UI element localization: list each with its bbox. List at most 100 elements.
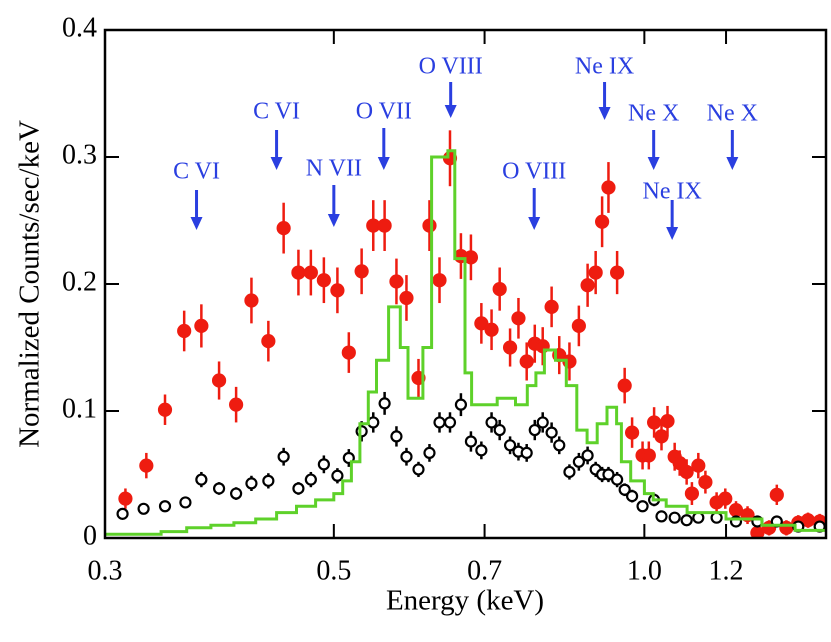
y-tick-label: 0.3 [62,139,97,170]
data-point [331,469,344,482]
data-point [617,378,632,393]
data-point [330,283,345,298]
line-arrow-head [377,157,390,170]
y-tick-label: 0.2 [62,266,97,297]
data-point [262,474,275,487]
x-tick-label: 0.5 [316,555,351,586]
data-point [647,415,662,430]
data-point [389,274,404,289]
line-label: O VII [356,99,412,125]
data-point [610,265,625,280]
data-point [291,265,306,280]
data-point [511,311,526,326]
data-point [432,273,447,288]
data-point [581,449,594,462]
data-point [660,414,675,429]
data-point [698,475,713,490]
data-point [691,458,706,473]
data-point [463,250,479,265]
data-point [158,500,172,513]
data-point [536,416,549,429]
data-point [655,510,668,523]
line-arrow-head [444,105,457,118]
data-point [292,482,305,495]
data-point [212,482,226,495]
line-label: Ne X [628,101,679,127]
data-point [211,373,227,388]
x-axis-label: Energy (keV) [386,585,544,617]
data-point [601,180,616,195]
data-point [177,323,192,339]
data-point [229,397,244,412]
line-label: C VI [253,99,300,125]
data-point [354,264,369,279]
data-point [728,502,744,518]
data-point [563,465,576,479]
line-label: O VIII [419,54,483,80]
data-point [618,483,631,496]
data-point [400,450,413,463]
data-point [412,463,425,476]
data-point [769,487,784,502]
data-point [433,416,446,429]
data-point [602,468,615,481]
data-point [595,214,610,229]
data-point [502,340,518,355]
data-point [378,397,391,410]
data-point [157,402,173,417]
data-point [474,316,489,331]
data-point [390,430,403,443]
data-point [116,507,129,520]
data-point [245,477,258,490]
data-point [641,448,656,463]
plot [105,130,826,538]
data-point [493,423,506,437]
data-point [571,318,586,334]
line-label: Ne X [707,101,758,127]
data-point [261,334,276,349]
data-point [544,299,559,314]
data-point [572,455,585,468]
line-arrow-head [528,217,541,230]
data-point [484,322,499,337]
y-tick-label: 0.4 [62,12,97,43]
data-point [399,290,414,306]
y-axis-label: Normalized Counts/sec/keV [14,120,46,448]
data-point [718,491,733,506]
data-point [528,423,541,437]
data-point [679,464,694,480]
x-tick-label: 0.7 [467,555,502,586]
data-point [485,416,498,429]
data-point [684,486,700,501]
line-arrow-head [666,227,679,240]
data-point [503,439,517,452]
data-point [423,446,436,460]
line-arrow-head [327,214,340,227]
line-arrow-head [270,157,283,170]
data-point [580,278,595,293]
data-point [422,218,437,233]
data-point [710,511,723,524]
data-point [654,429,669,444]
data-point [454,398,468,411]
x-tick-label: 1.0 [627,555,662,586]
data-point [464,435,478,448]
data-point [118,491,133,506]
data-point [520,446,533,460]
data-point [545,426,558,439]
data-point [139,458,154,473]
data-point [519,354,534,369]
data-point [668,511,681,524]
data-point [244,293,259,308]
data-point [179,496,192,509]
data-point [624,425,640,440]
data-point [230,487,243,500]
model-step-line [105,149,826,536]
data-point [553,439,566,452]
line-arrow-head [190,217,203,230]
line-label: C VI [173,159,220,185]
data-point [475,444,488,457]
data-point [304,473,317,486]
